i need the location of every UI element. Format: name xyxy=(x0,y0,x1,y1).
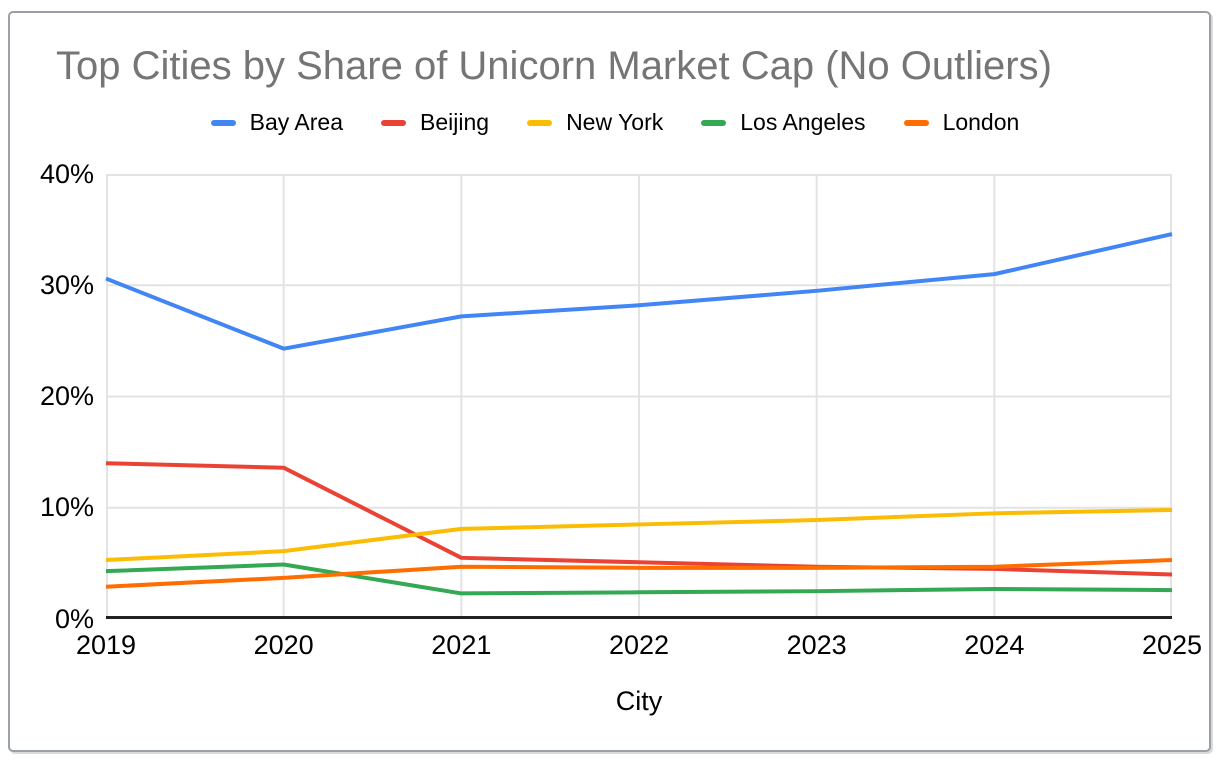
chart-frame-border xyxy=(8,11,1211,752)
series-line-los-angeles xyxy=(105,562,1173,596)
series-line-new-york xyxy=(105,507,1173,563)
x-axis-title: City xyxy=(615,686,663,716)
series-line-london xyxy=(105,558,1173,589)
legend-item-los-angeles: Los Angeles xyxy=(701,109,866,135)
series-line-beijing xyxy=(105,461,1173,577)
y-tick-label-30%: 30% xyxy=(39,269,94,300)
y-tick-label-0%: 0% xyxy=(54,603,94,634)
chart-title: Top Cities by Share of Unicorn Market Ca… xyxy=(56,44,1052,88)
legend-label-new-york: New York xyxy=(566,109,664,135)
y-tick-label-10%: 10% xyxy=(39,492,94,523)
plot-area xyxy=(105,174,1173,619)
legend-swatch-london xyxy=(903,119,929,126)
x-tick-label-2023: 2023 xyxy=(786,630,847,660)
y-tick-label-20%: 20% xyxy=(39,381,94,411)
legend-label-bay-area: Bay Area xyxy=(249,109,344,135)
legend-label-london: London xyxy=(942,109,1020,135)
x-tick-label-2021: 2021 xyxy=(431,630,492,660)
x-tick-label-2025: 2025 xyxy=(1141,630,1203,660)
legend-label-beijing: Beijing xyxy=(420,109,490,135)
legend: Bay Area Beijing New York Los Angeles London xyxy=(0,109,1230,135)
x-tick-label-2020: 2020 xyxy=(253,630,314,660)
legend-swatch-bay-area xyxy=(210,119,236,126)
legend-swatch-new-york xyxy=(527,119,553,126)
legend-item-beijing: Beijing xyxy=(381,109,490,135)
series-line-bay-area xyxy=(105,232,1173,351)
legend-item-new-york: New York xyxy=(527,109,664,135)
legend-item-london: London xyxy=(903,109,1020,135)
legend-swatch-los-angeles xyxy=(701,119,727,126)
legend-label-los-angeles: Los Angeles xyxy=(740,109,866,135)
y-tick-label-40%: 40% xyxy=(39,158,94,189)
x-tick-label-2024: 2024 xyxy=(964,630,1025,660)
x-tick-label-2019: 2019 xyxy=(75,630,137,660)
x-tick-label-2022: 2022 xyxy=(608,630,670,660)
legend-swatch-beijing xyxy=(381,119,407,126)
legend-item-bay-area: Bay Area xyxy=(210,109,344,135)
